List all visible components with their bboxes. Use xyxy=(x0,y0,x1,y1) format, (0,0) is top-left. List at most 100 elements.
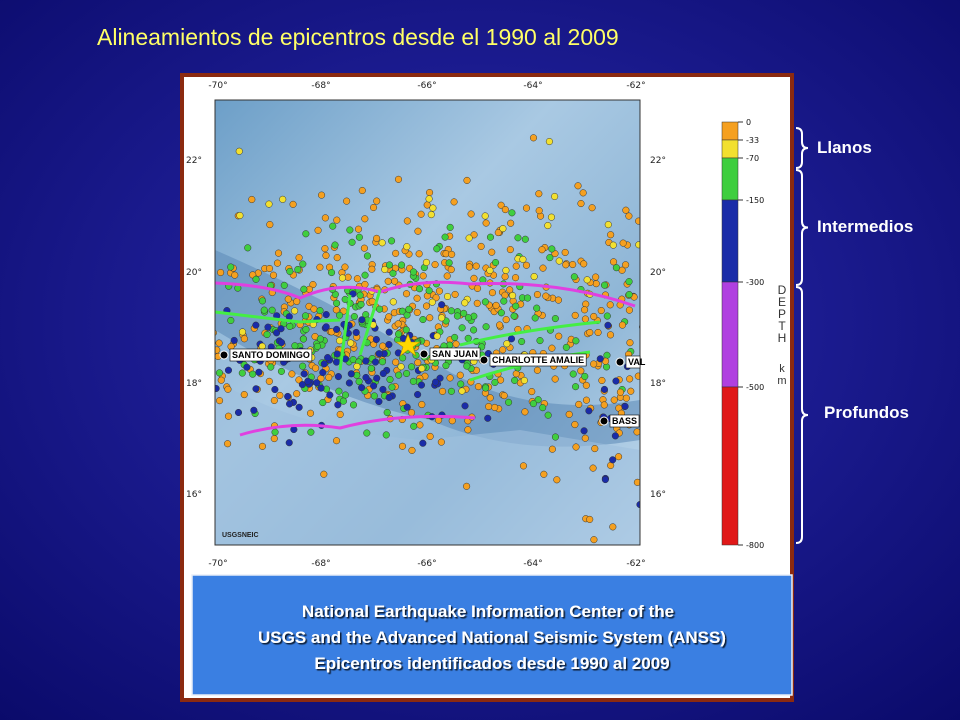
epicenter xyxy=(448,250,456,258)
epicenter xyxy=(555,257,563,265)
map-border xyxy=(214,99,641,546)
depth-label: -500 xyxy=(746,383,764,392)
epicenter xyxy=(394,175,403,183)
epicenter xyxy=(437,438,445,446)
epicenter xyxy=(328,269,336,277)
epicenter xyxy=(405,305,413,313)
epicenter xyxy=(451,333,459,341)
epicenter xyxy=(503,340,511,348)
epicenter xyxy=(601,476,609,484)
epicenter xyxy=(431,261,439,269)
epicenter xyxy=(577,200,585,208)
epicenter xyxy=(618,321,626,329)
epicenter xyxy=(522,204,531,212)
epicenter xyxy=(464,426,472,434)
epicenter xyxy=(258,342,266,350)
epicenter xyxy=(594,328,602,337)
epicenter xyxy=(360,244,368,252)
epicenter xyxy=(588,204,596,212)
epicenter xyxy=(579,189,587,197)
epicenter xyxy=(452,340,460,348)
city-label-bg xyxy=(625,355,641,369)
epicenter xyxy=(338,274,346,282)
epicenter xyxy=(266,221,274,229)
group-label: Llanos xyxy=(817,138,872,157)
epicenter xyxy=(370,382,378,390)
epicenter xyxy=(582,396,590,404)
epicenter xyxy=(592,273,600,281)
epicenter xyxy=(438,301,446,309)
epicenter xyxy=(265,200,273,208)
lon-label: -62° xyxy=(626,559,645,569)
epicenter xyxy=(491,403,499,412)
epicenter xyxy=(622,206,630,214)
epicenter xyxy=(484,414,492,422)
epicenter xyxy=(590,312,598,321)
epicenter xyxy=(506,246,514,254)
epicenter xyxy=(385,313,393,321)
epicenter xyxy=(371,358,380,366)
epicenter xyxy=(477,242,485,250)
epicenter xyxy=(422,302,431,310)
city-label: BASS xyxy=(612,416,637,426)
epicenter xyxy=(325,373,333,381)
epicenter xyxy=(267,363,275,371)
epicenter xyxy=(370,392,378,400)
epicenter xyxy=(375,350,383,358)
epicenter xyxy=(544,411,552,419)
epicenter xyxy=(470,274,478,282)
epicenter xyxy=(581,315,589,323)
epicenter xyxy=(622,394,630,402)
epicenter xyxy=(300,285,308,293)
epicenter xyxy=(561,248,569,256)
fault-line xyxy=(239,414,476,437)
depth-label: -800 xyxy=(746,541,764,550)
epicenter xyxy=(518,338,526,346)
epicenter xyxy=(324,354,332,362)
epicenter xyxy=(381,265,389,274)
epicenter xyxy=(385,341,393,349)
epicenter xyxy=(428,298,436,306)
epicenter xyxy=(535,207,543,215)
epicenter xyxy=(530,272,538,281)
epicenter xyxy=(544,222,552,230)
city-label-bg xyxy=(609,414,640,428)
lon-label: -68° xyxy=(311,81,330,91)
epicenter xyxy=(336,337,344,345)
epicenter xyxy=(376,305,384,313)
epicenter xyxy=(458,324,466,332)
credit: USGSNEIC xyxy=(222,532,259,539)
epicenter xyxy=(488,248,496,256)
epicenter xyxy=(571,311,579,319)
epicenter xyxy=(448,417,456,425)
epicenter xyxy=(474,383,482,391)
epicenter xyxy=(451,290,459,298)
epicenter xyxy=(265,264,274,273)
caption-line: National Earthquake Information Center o… xyxy=(302,602,674,621)
epicenter xyxy=(450,198,458,206)
depth-title-letter: T xyxy=(778,319,786,333)
epicenter xyxy=(384,277,392,285)
epicenter xyxy=(502,316,510,324)
epicenter xyxy=(633,478,640,486)
epicenter xyxy=(445,259,453,267)
epicenter xyxy=(419,315,427,324)
epicenter xyxy=(447,266,455,274)
epicenter xyxy=(279,195,287,203)
epicenter xyxy=(336,311,344,319)
epicenter xyxy=(562,343,570,351)
epicenter xyxy=(577,367,585,375)
epicenter xyxy=(286,400,294,408)
epicenter xyxy=(603,351,611,359)
epicenter xyxy=(402,290,411,298)
epicenter xyxy=(353,275,361,283)
epicenter xyxy=(596,355,604,363)
group-label: Intermedios xyxy=(817,217,913,236)
epicenter xyxy=(227,263,235,271)
depth-label: 0 xyxy=(746,118,751,127)
epicenter xyxy=(417,210,425,218)
depth-title-letter: P xyxy=(778,307,786,321)
epicenter xyxy=(382,431,390,439)
depth-unit-letter: k xyxy=(779,363,785,375)
epicenter xyxy=(386,375,394,384)
